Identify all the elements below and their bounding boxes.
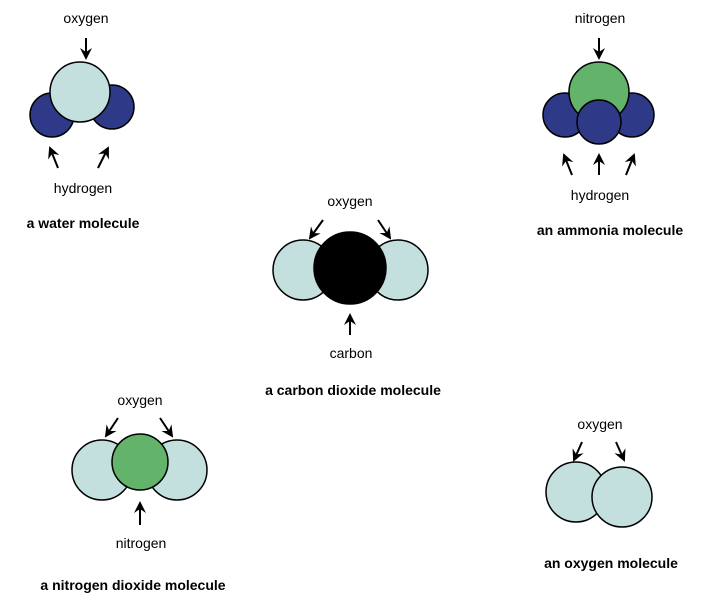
oxygen-atom xyxy=(50,62,110,122)
arrow xyxy=(160,418,172,436)
arrow xyxy=(574,442,582,460)
ammonia-hydrogen-label: hydrogen xyxy=(565,187,635,203)
water-svg xyxy=(0,0,200,200)
co2-carbon-label: carbon xyxy=(325,345,377,361)
o2-title: an oxygen molecule xyxy=(526,555,696,571)
arrow xyxy=(378,220,390,238)
no2-title: a nitrogen dioxide molecule xyxy=(3,577,263,593)
arrow xyxy=(106,418,118,436)
o2-svg xyxy=(510,400,710,560)
water-title: a water molecule xyxy=(13,215,153,231)
arrow xyxy=(310,220,323,238)
water-hydrogen-label: hydrogen xyxy=(48,180,118,196)
arrow xyxy=(626,155,634,175)
carbon-atom xyxy=(314,232,386,304)
ammonia-title: an ammonia molecule xyxy=(520,222,700,238)
arrow xyxy=(50,148,58,168)
oxygen-atom xyxy=(592,467,652,527)
arrow xyxy=(616,442,624,460)
no2-nitrogen-label: nitrogen xyxy=(110,535,172,551)
hydrogen-atom xyxy=(577,100,621,144)
arrow xyxy=(564,155,572,175)
nitrogen-atom xyxy=(112,434,168,490)
arrow xyxy=(98,148,108,168)
